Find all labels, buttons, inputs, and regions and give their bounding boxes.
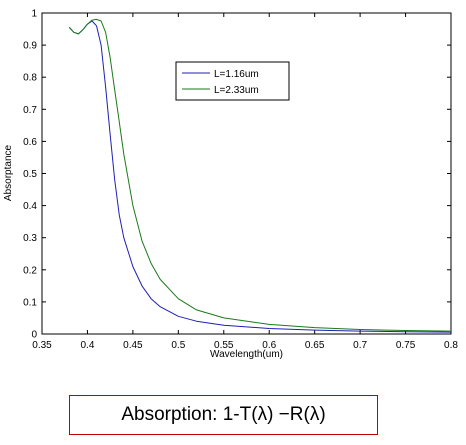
x-tick-label: 0.4 xyxy=(80,340,94,351)
y-tick-label: 0.4 xyxy=(23,201,37,212)
y-tick-label: 0.8 xyxy=(23,73,37,84)
y-tick-label: 0 xyxy=(31,330,37,341)
y-tick-label: 1 xyxy=(31,9,37,20)
y-tick-label: 0.1 xyxy=(23,297,37,308)
series-line-l-2-33um xyxy=(68,18,452,332)
caption-box: Absorption: 1-T(λ) −R(λ) xyxy=(69,395,378,435)
x-axis-title: Wavelength(um) xyxy=(210,349,283,360)
y-tick-label: 0.9 xyxy=(23,41,37,52)
x-tick-label: 0.65 xyxy=(305,340,325,351)
x-tick-label: 0.55 xyxy=(214,340,234,351)
x-tick-label: 0.8 xyxy=(444,340,458,351)
y-axis-title: Absorptance xyxy=(3,144,14,201)
y-tick-label: 0.5 xyxy=(23,169,37,180)
legend-label-l233: L=2.33um xyxy=(214,85,259,96)
axis-ticks: 0.35 0.4 0.45 0.5 0.55 0.6 0.65 0.7 0.75 0.8 0 0.1 0… xyxy=(23,9,458,352)
y-tick-label: 0.3 xyxy=(23,233,37,244)
x-tick-label: 0.7 xyxy=(353,340,367,351)
caption-formula: Absorption: 1-T(λ) −R(λ) xyxy=(121,404,326,425)
y-tick-label: 0.2 xyxy=(23,265,37,276)
x-tick-label: 0.5 xyxy=(171,340,185,351)
x-tick-label: 0.35 xyxy=(32,340,52,351)
legend-label-l116: L=1.16um xyxy=(214,69,259,80)
absorptance-chart: 0.35 0.4 0.45 0.5 0.55 0.6 0.65 0.7 0.75 0.8 0 0.1 0… xyxy=(3,9,458,361)
x-tick-label: 0.45 xyxy=(123,340,143,351)
y-tick-label: 0.7 xyxy=(23,105,37,116)
legend-box xyxy=(175,61,290,101)
x-tick-label: 0.6 xyxy=(262,340,276,351)
series-lines xyxy=(68,18,452,333)
plot-area xyxy=(41,12,452,335)
legend: L=1.16um L=2.33um xyxy=(175,61,290,101)
y-tick-label: 0.6 xyxy=(23,137,37,148)
x-tick-label: 0.75 xyxy=(396,340,416,351)
